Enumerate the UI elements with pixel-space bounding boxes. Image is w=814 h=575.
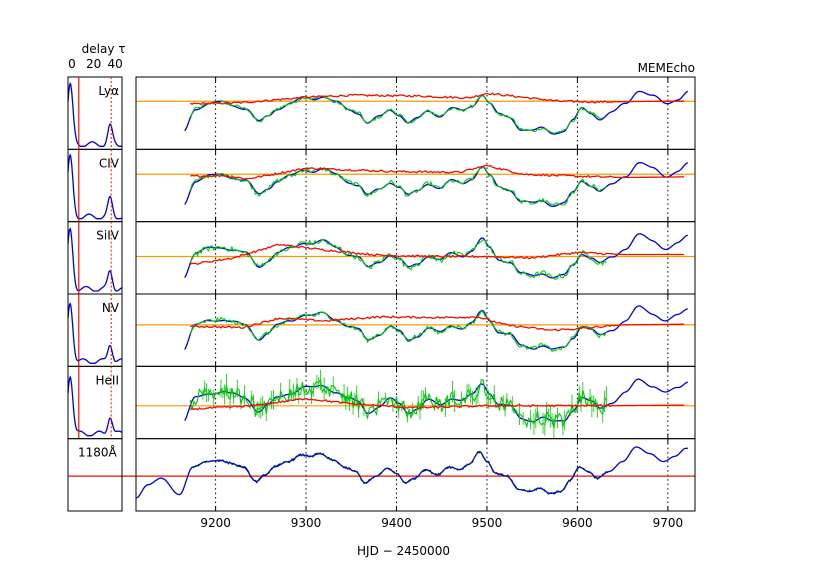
x-tick-label: 9700 (653, 516, 684, 530)
observed-data (192, 450, 609, 495)
observed-data (189, 238, 607, 281)
panel-label: CIV (99, 156, 120, 170)
delay-map-curve (67, 375, 123, 437)
background-model-curve (190, 164, 685, 180)
background-model-curve (190, 243, 685, 266)
panel-label: Lyα (98, 84, 119, 98)
delay-tick-label: 20 (86, 57, 101, 71)
lightcurve-panel-frame (135, 438, 696, 512)
lightcurve-panel-frame (135, 76, 696, 150)
observed-data (189, 95, 604, 134)
panel-label: 1180Å (78, 445, 118, 460)
background-model-curve (189, 92, 685, 106)
panel-label: NV (102, 301, 120, 315)
driver-curve (184, 305, 689, 350)
delay-axis-label: delay τ (82, 42, 126, 56)
delay-map-curve (67, 82, 122, 147)
background-model-curve (190, 315, 685, 332)
delay-map-curve (67, 302, 122, 364)
panel-label: SiIV (96, 229, 119, 243)
delay-tick-label: 40 (108, 57, 123, 71)
x-tick-label: 9200 (200, 516, 231, 530)
x-tick-label: 9600 (562, 516, 593, 530)
delay-map-curve (67, 153, 123, 220)
x-tick-label: 9500 (472, 516, 503, 530)
lightcurve-panel-frame (135, 365, 696, 440)
method-label: MEMEcho (638, 61, 695, 75)
driver-curve (184, 161, 689, 208)
panel-label: HeII (96, 373, 119, 387)
x-axis-label: HJD − 2450000 (357, 544, 450, 558)
observed-data (189, 165, 607, 206)
delay-tick-label: 0 (68, 57, 76, 71)
x-tick-label: 9300 (291, 516, 322, 530)
x-tick-label: 9400 (381, 516, 412, 530)
lightcurve-panel-frame (135, 221, 696, 295)
lightcurve-panel-frame (135, 148, 696, 223)
observed-data (189, 378, 607, 429)
background-model-curve (189, 397, 685, 411)
observed-data (189, 309, 607, 352)
delay-panel-frame (67, 438, 123, 512)
delay-map-curve (67, 227, 123, 292)
